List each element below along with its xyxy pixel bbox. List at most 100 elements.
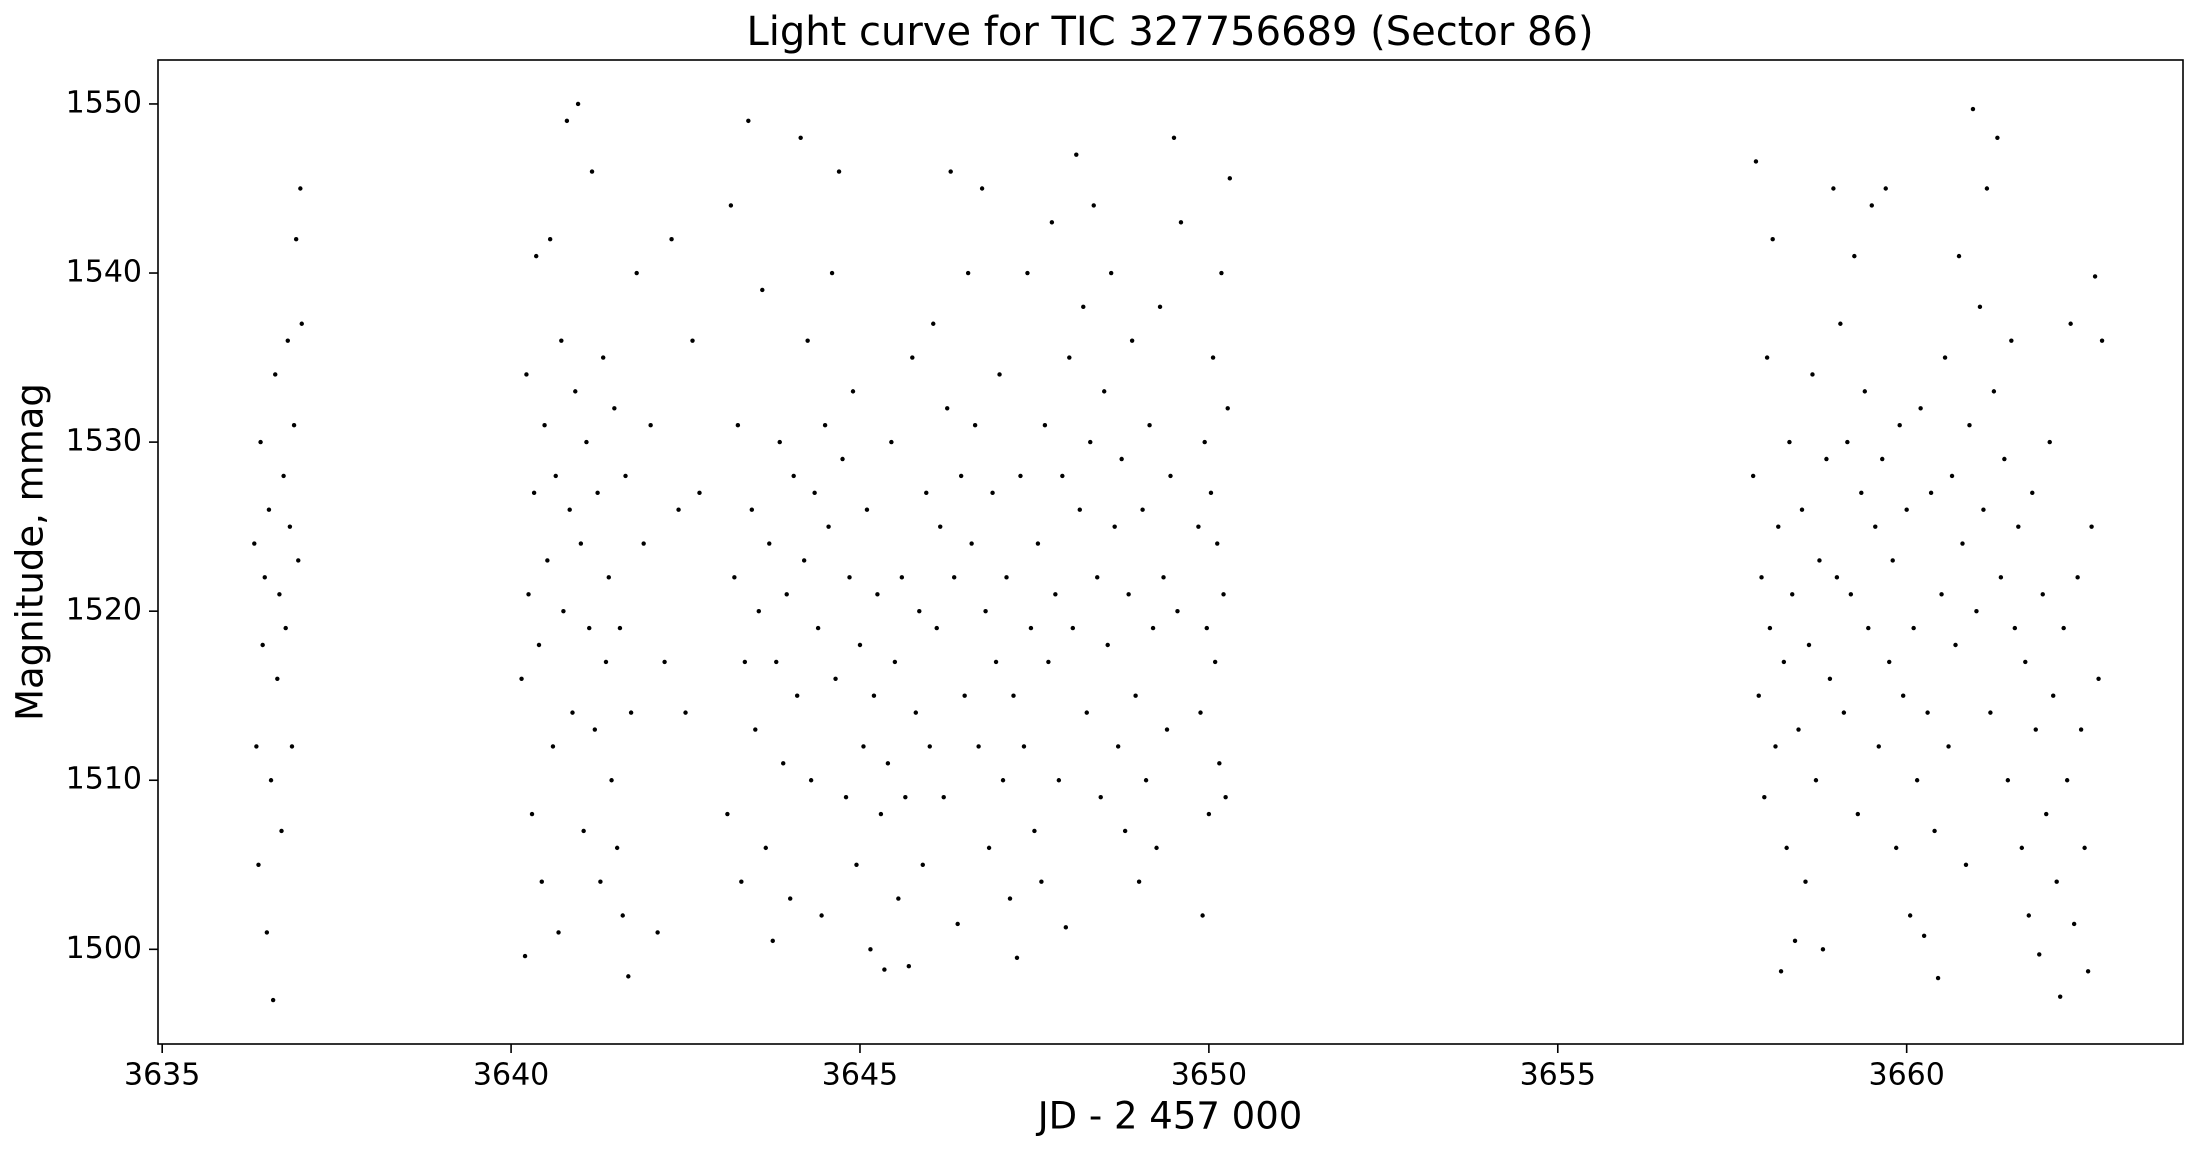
point bbox=[833, 676, 838, 682]
point bbox=[592, 727, 598, 732]
point bbox=[1014, 955, 1020, 960]
point bbox=[1102, 389, 1107, 394]
point bbox=[1946, 744, 1951, 749]
point bbox=[1217, 761, 1222, 766]
point bbox=[1000, 778, 1006, 783]
point bbox=[264, 930, 270, 935]
point bbox=[287, 524, 293, 529]
point bbox=[1960, 541, 1965, 546]
point bbox=[889, 439, 894, 445]
point bbox=[2071, 921, 2077, 927]
point bbox=[2030, 490, 2035, 496]
point bbox=[2040, 592, 2045, 597]
point bbox=[1810, 372, 1815, 377]
point bbox=[683, 710, 688, 715]
point bbox=[899, 575, 905, 580]
point bbox=[275, 676, 280, 682]
point bbox=[1988, 710, 1993, 715]
point bbox=[1208, 490, 1214, 496]
point bbox=[529, 811, 535, 817]
point bbox=[1053, 592, 1058, 597]
point bbox=[634, 270, 639, 276]
point bbox=[617, 625, 623, 631]
point bbox=[1219, 270, 1224, 276]
y-axis-label: Magnitude, mmag bbox=[9, 383, 52, 721]
point bbox=[1784, 845, 1789, 851]
point bbox=[812, 490, 817, 496]
point bbox=[958, 473, 964, 479]
point bbox=[892, 659, 898, 665]
point bbox=[896, 896, 901, 901]
point bbox=[1136, 879, 1142, 884]
point bbox=[260, 642, 265, 648]
point bbox=[1227, 176, 1233, 181]
point bbox=[1759, 575, 1764, 580]
point bbox=[2096, 676, 2101, 682]
point bbox=[293, 237, 299, 242]
point bbox=[2057, 994, 2063, 999]
x-tick-label: 3655 bbox=[1520, 1058, 1596, 1093]
point bbox=[1004, 575, 1009, 580]
point bbox=[756, 608, 762, 614]
point bbox=[1164, 727, 1170, 732]
point bbox=[1756, 693, 1761, 698]
point bbox=[2092, 274, 2098, 279]
point bbox=[1140, 507, 1145, 512]
point bbox=[545, 558, 550, 563]
point bbox=[997, 372, 1002, 377]
point bbox=[1049, 220, 1055, 225]
point bbox=[742, 659, 748, 665]
point bbox=[559, 338, 564, 343]
point bbox=[931, 321, 936, 326]
point bbox=[843, 794, 849, 800]
point bbox=[676, 507, 681, 512]
point bbox=[609, 778, 614, 783]
point bbox=[2047, 439, 2052, 445]
point bbox=[1953, 642, 1958, 648]
point bbox=[1981, 507, 1986, 512]
point bbox=[556, 930, 561, 935]
point bbox=[1841, 710, 1847, 715]
point bbox=[1056, 778, 1062, 783]
point bbox=[623, 473, 628, 479]
point bbox=[1221, 592, 1226, 597]
point bbox=[850, 389, 856, 394]
point bbox=[1773, 744, 1778, 749]
point bbox=[913, 710, 919, 715]
point bbox=[1866, 625, 1871, 631]
point bbox=[1202, 439, 1207, 445]
point bbox=[983, 608, 988, 614]
point bbox=[1998, 575, 2004, 580]
point bbox=[836, 169, 842, 174]
point bbox=[1070, 625, 1076, 631]
point bbox=[1781, 659, 1787, 665]
point bbox=[979, 186, 985, 191]
point bbox=[917, 608, 922, 614]
point bbox=[906, 964, 912, 969]
point bbox=[728, 203, 734, 208]
point bbox=[1880, 456, 1885, 462]
point bbox=[1021, 744, 1027, 749]
point bbox=[875, 592, 880, 597]
point bbox=[1753, 159, 1759, 164]
point bbox=[1887, 659, 1892, 665]
x-tick-label: 3640 bbox=[473, 1058, 549, 1093]
point bbox=[1827, 676, 1833, 682]
point bbox=[1154, 845, 1159, 851]
point bbox=[1198, 710, 1203, 715]
point bbox=[1046, 659, 1051, 665]
point bbox=[1060, 473, 1065, 479]
x-tick-label: 3645 bbox=[822, 1058, 898, 1093]
point bbox=[1122, 828, 1128, 834]
point bbox=[805, 338, 810, 343]
point bbox=[561, 608, 566, 614]
point bbox=[1876, 744, 1881, 749]
point bbox=[941, 794, 946, 800]
point bbox=[1831, 186, 1836, 191]
point bbox=[1133, 693, 1138, 698]
point bbox=[1204, 625, 1209, 631]
point bbox=[1799, 507, 1805, 512]
point bbox=[882, 967, 887, 972]
point bbox=[1212, 659, 1218, 665]
point bbox=[753, 727, 758, 732]
